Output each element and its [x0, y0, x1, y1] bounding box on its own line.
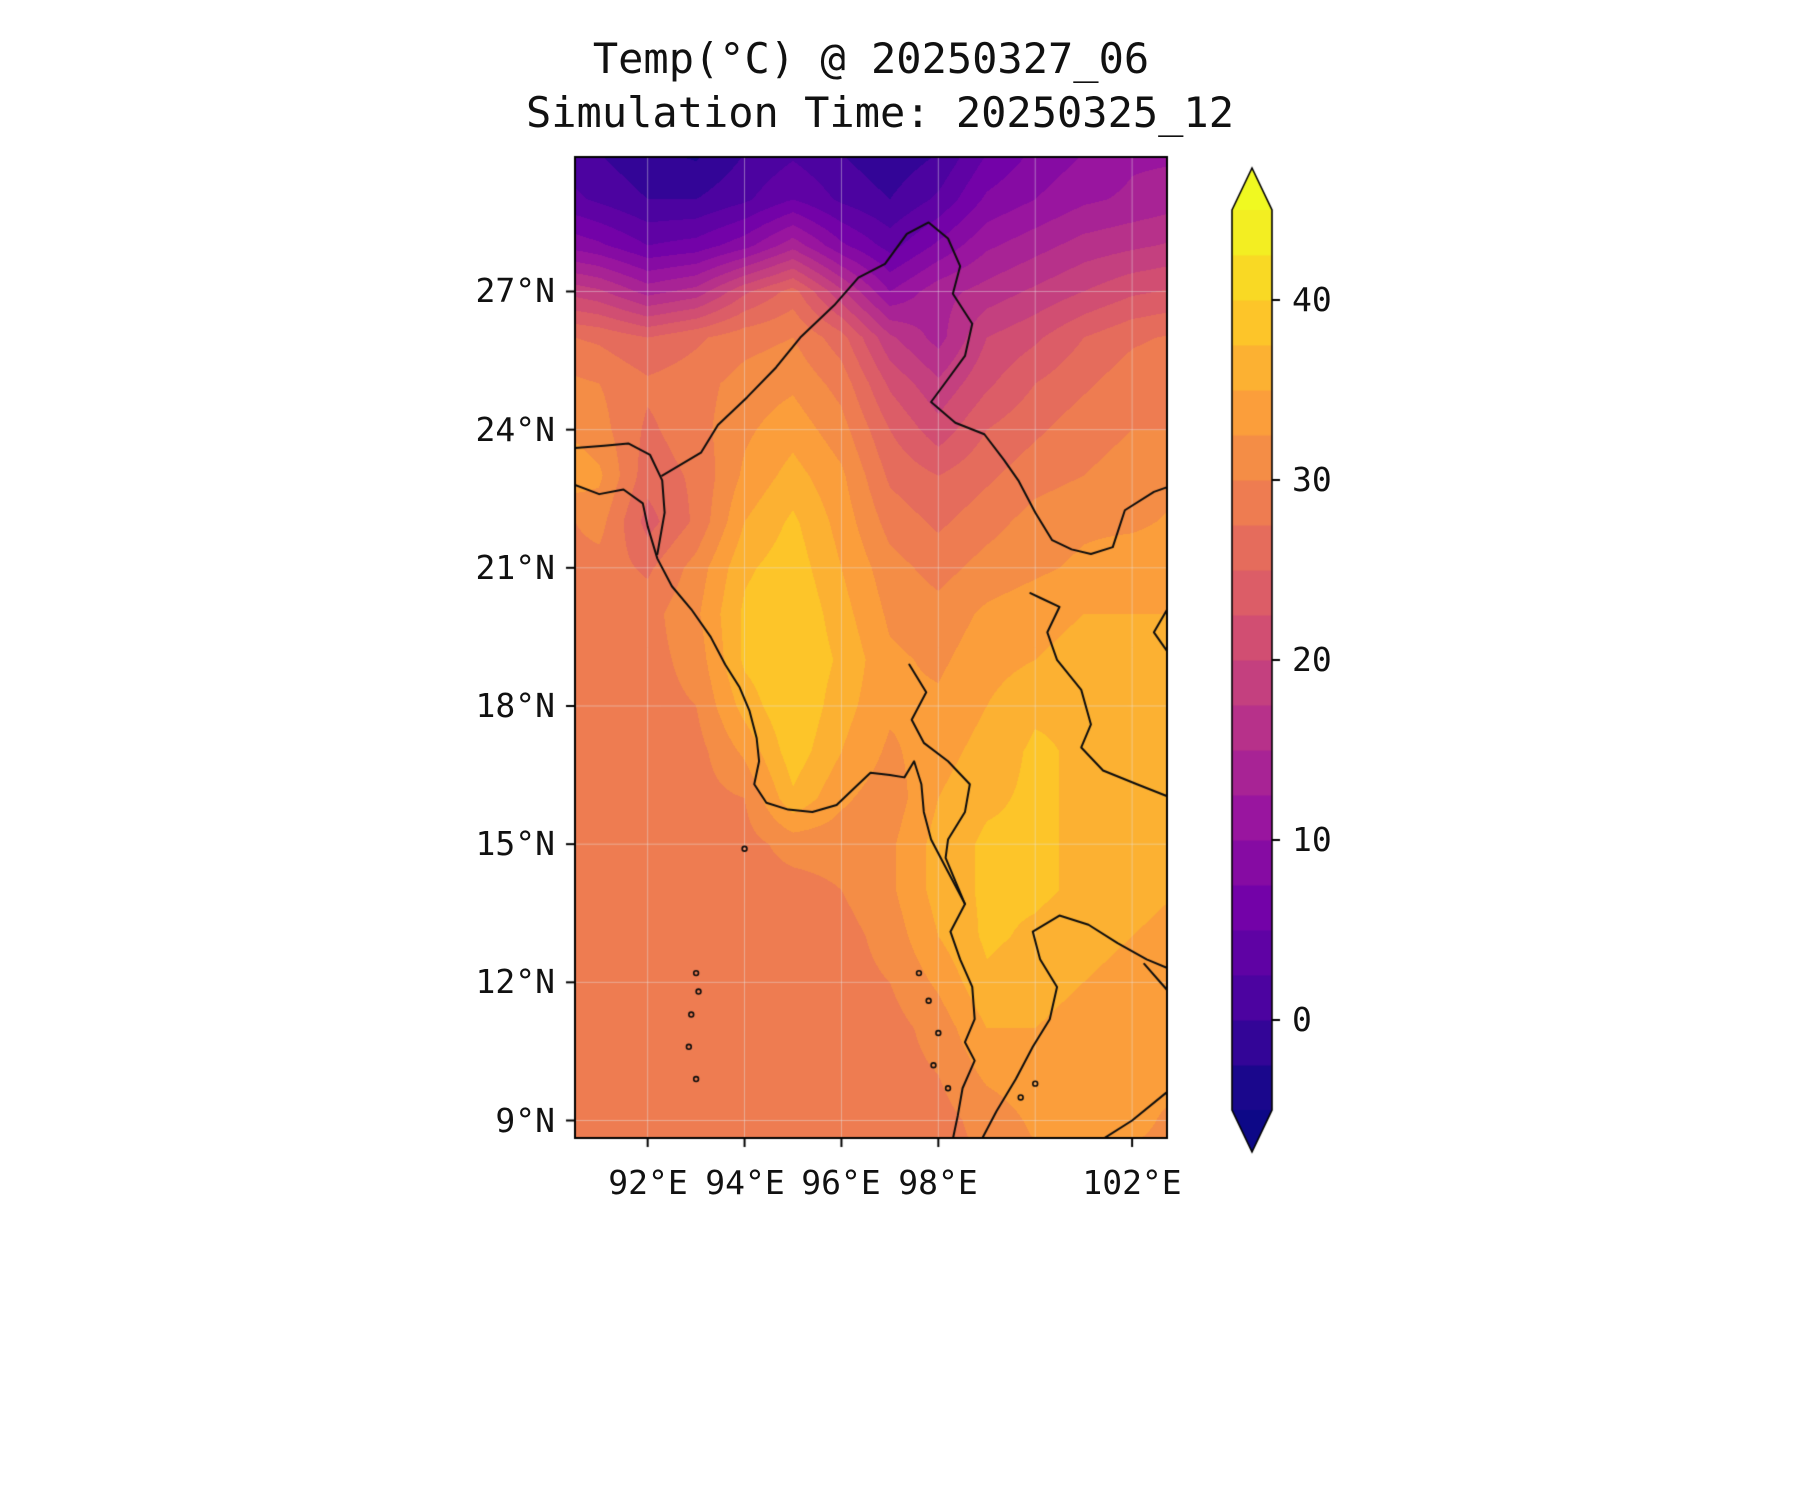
- y-tick-24N: 24°N: [475, 410, 555, 449]
- y-tick-12N: 12°N: [475, 962, 555, 1001]
- x-tick-92E: 92°E: [608, 1163, 688, 1202]
- colorbar-tick-10: 10: [1292, 820, 1332, 859]
- y-tick-9N: 9°N: [495, 1101, 555, 1140]
- y-tick-18N: 18°N: [475, 686, 555, 725]
- y-tick-21N: 21°N: [475, 548, 555, 587]
- colorbar-tick-40: 40: [1292, 280, 1332, 319]
- x-tick-96E: 96°E: [801, 1163, 881, 1202]
- colorbar-tick-20: 20: [1292, 640, 1332, 679]
- chart-title: Temp(°C) @ 20250327_06: [592, 34, 1150, 83]
- y-tick-27N: 27°N: [475, 271, 555, 310]
- y-tick-15N: 15°N: [475, 824, 555, 863]
- colorbar-tick-30: 30: [1292, 460, 1332, 499]
- colorbar-tick-0: 0: [1292, 1000, 1312, 1039]
- x-tick-98E: 98°E: [898, 1163, 978, 1202]
- x-tick-102E: 102°E: [1082, 1163, 1182, 1202]
- chart-subtitle: Simulation Time: 20250325_12: [525, 88, 1234, 137]
- x-tick-94E: 94°E: [705, 1163, 785, 1202]
